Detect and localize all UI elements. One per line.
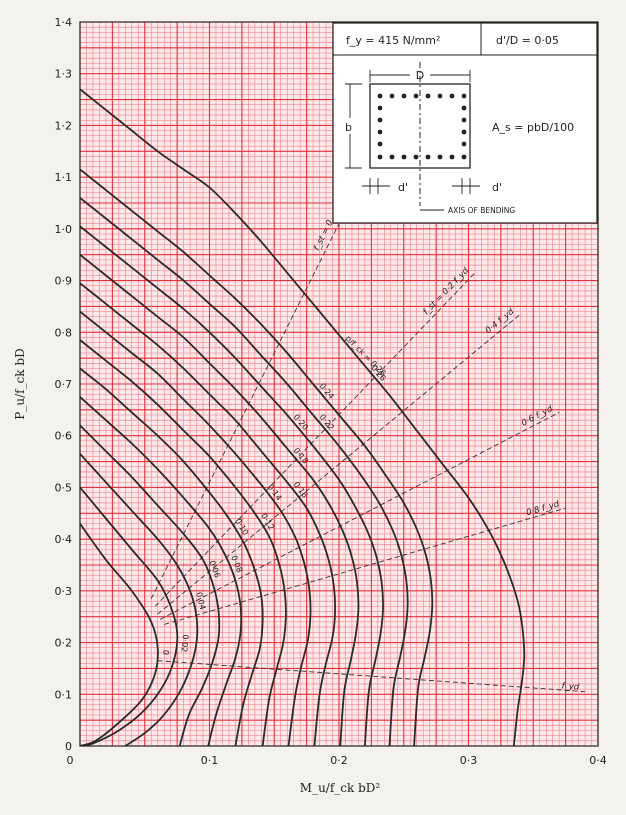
plot-frame xyxy=(79,21,599,747)
x-axis-ticks: 0 0·1 0·2 0·3 0·4 xyxy=(67,754,607,767)
y-axis-ticks: 0 0·1 0·2 0·3 0·4 0·5 0·6 0·7 0·8 0·9 1·0 1·1 1·2 1·3… xyxy=(55,16,73,753)
interaction-curve xyxy=(80,225,384,746)
rebar-dot xyxy=(437,154,443,160)
rebar-dot xyxy=(461,141,467,147)
x-tick-label: 0·4 xyxy=(589,754,607,767)
dim-D-label: D xyxy=(416,69,424,82)
curve-label: 0 xyxy=(161,649,170,655)
rebar-dot xyxy=(425,154,431,160)
strain-line xyxy=(157,313,521,615)
inset-ratio: d'/D = 0·05 xyxy=(496,34,559,47)
rebar-dot xyxy=(377,93,383,99)
strain-line-label: f_yd xyxy=(561,681,580,692)
rebar-dot xyxy=(461,93,467,99)
strain-line xyxy=(150,223,340,599)
y-tick-label: 1·1 xyxy=(55,171,73,184)
rebar-dot xyxy=(377,141,383,147)
x-tick-label: 0·3 xyxy=(460,754,478,767)
rebar-dot xyxy=(389,154,395,160)
y-tick-label: 0·9 xyxy=(55,275,73,288)
y-tick-label: 0·8 xyxy=(55,326,73,339)
rebar-dot xyxy=(389,93,395,99)
rebar-dot xyxy=(377,117,383,123)
inset-fy: f_y = 415 N/mm² xyxy=(346,34,440,47)
curve-label: 0·04 xyxy=(194,591,207,610)
x-tick-label: 0·1 xyxy=(201,754,219,767)
curve-label: 0·02 xyxy=(179,634,190,653)
strain-line xyxy=(164,507,566,625)
inset-box xyxy=(332,22,598,224)
interaction-curve xyxy=(80,168,434,746)
y-axis-title: P_u/f_ck bD xyxy=(13,348,27,419)
rebar-dots xyxy=(377,93,467,160)
x-tick-label: 0 xyxy=(67,754,74,767)
rebar-dot xyxy=(377,129,383,135)
y-tick-label: 0·5 xyxy=(55,481,73,494)
rebar-dot xyxy=(449,93,455,99)
rebar-dot xyxy=(461,129,467,135)
dim-d1-label: d' xyxy=(398,181,408,194)
y-tick-label: 0·7 xyxy=(55,378,73,391)
y-tick-label: 1·3 xyxy=(55,68,73,81)
interaction-curve xyxy=(80,310,312,746)
rebar-dot xyxy=(413,154,419,160)
interaction-curve xyxy=(80,88,526,746)
axis-of-bending-label: AXIS OF BENDING xyxy=(448,206,515,215)
y-tick-label: 1·4 xyxy=(55,16,73,29)
y-tick-label: 0 xyxy=(65,740,72,753)
rebar-dot xyxy=(449,154,455,160)
rebar-dot xyxy=(425,93,431,99)
x-axis-title: M_u/f_ck bD² xyxy=(300,781,381,795)
interaction-curve xyxy=(80,396,243,746)
rebar-dot xyxy=(377,105,383,111)
column-section xyxy=(369,83,471,169)
y-tick-label: 1·0 xyxy=(55,223,73,236)
dim-b-label: b xyxy=(345,121,352,134)
rebar-dot xyxy=(461,154,467,160)
rebar-dot xyxy=(377,154,383,160)
dim-d2-label: d' xyxy=(492,181,502,194)
strain-line xyxy=(154,272,476,607)
interaction-curve xyxy=(80,339,287,746)
y-tick-label: 0·1 xyxy=(55,688,73,701)
y-tick-label: 0·4 xyxy=(55,533,73,546)
interaction-curve xyxy=(80,282,337,746)
rebar-dot xyxy=(401,154,407,160)
interaction-curve xyxy=(80,197,409,746)
y-tick-label: 1·2 xyxy=(55,119,73,132)
y-tick-label: 0·2 xyxy=(55,637,73,650)
rebar-dot xyxy=(461,105,467,111)
interaction-curve xyxy=(80,486,179,746)
x-tick-label: 0·2 xyxy=(330,754,348,767)
interaction-curve xyxy=(80,424,221,746)
interaction-curve xyxy=(80,453,199,746)
section-inset: f_y = 415 N/mm² d'/D = 0·05 D b d' d' A_… xyxy=(332,22,598,224)
interaction-curve xyxy=(80,367,264,746)
rebar-dot xyxy=(461,117,467,123)
rebar-dot xyxy=(413,93,419,99)
y-tick-label: 0·3 xyxy=(55,585,73,598)
interaction-curves xyxy=(80,88,526,746)
rebar-dot xyxy=(437,93,443,99)
rebar-dot xyxy=(401,93,407,99)
interaction-curve xyxy=(80,254,360,746)
y-tick-label: 0·6 xyxy=(55,430,73,443)
interaction-curve xyxy=(80,523,159,746)
inset-area-formula: A_s = pbD/100 xyxy=(492,121,574,134)
